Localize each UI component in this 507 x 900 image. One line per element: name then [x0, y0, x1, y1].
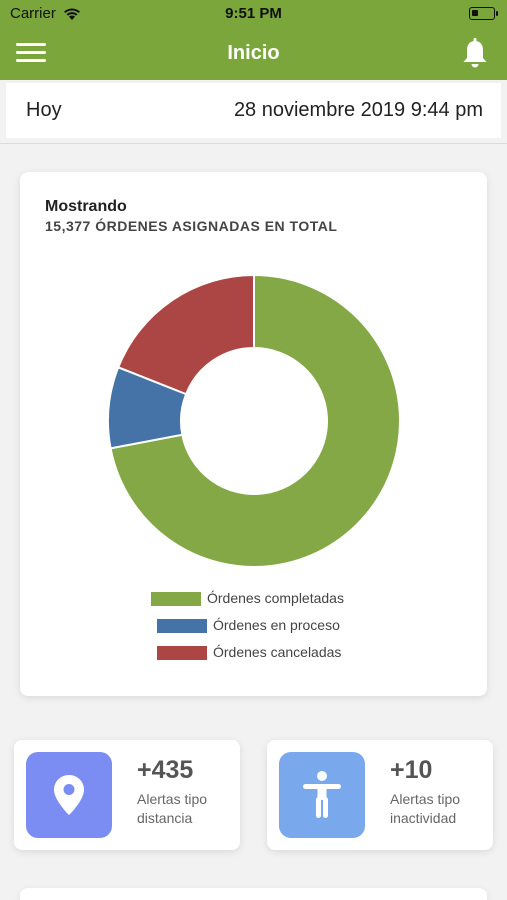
donut-slice-cancelled	[116, 273, 255, 396]
legend-item: Órdenes canceladas	[20, 644, 487, 671]
alert-count: +10	[390, 756, 433, 784]
app-header: Carrier 9:51 PM Inicio	[0, 0, 507, 80]
legend-item: Órdenes en proceso	[20, 617, 487, 644]
chart-subtitle: 15,377 ÓRDENES ASIGNADAS EN TOTAL	[45, 218, 338, 234]
donut-slice-completed	[109, 273, 401, 568]
nav-bar: Inicio	[0, 28, 507, 80]
legend-item: Órdenes completadas	[20, 590, 487, 617]
chart-title: Mostrando	[45, 198, 127, 215]
chart-legend: Órdenes completadas Órdenes en proceso Órd…	[20, 590, 487, 671]
alert-count: +435	[137, 756, 194, 784]
battery-icon	[469, 7, 498, 20]
distance-alerts-card[interactable]: +435 Alertas tipo distancia	[14, 740, 240, 850]
orders-donut-chart	[107, 273, 401, 568]
inactivity-alerts-card[interactable]: +10 Alertas tipo inactividad	[267, 740, 493, 850]
legend-label: Órdenes en proceso	[213, 617, 340, 633]
location-pin-icon	[54, 775, 84, 815]
person-icon	[303, 771, 341, 818]
partial-card	[20, 888, 487, 900]
page-title: Inicio	[227, 42, 280, 64]
alert-label: Alertas tipo distancia	[137, 791, 208, 826]
legend-label: Órdenes completadas	[207, 590, 344, 606]
status-bar: Carrier 9:51 PM	[0, 0, 507, 28]
status-time: 9:51 PM	[225, 5, 282, 22]
legend-swatch	[151, 592, 201, 606]
alert-icon-box	[279, 752, 365, 838]
legend-label: Órdenes canceladas	[213, 644, 342, 660]
hamburger-menu-icon[interactable]	[16, 43, 46, 63]
today-label: Hoy	[26, 99, 62, 121]
carrier-label: Carrier	[10, 5, 56, 22]
bell-icon[interactable]	[461, 37, 489, 69]
wifi-icon	[63, 8, 80, 20]
alert-icon-box	[26, 752, 112, 838]
divider	[0, 143, 507, 144]
legend-swatch	[157, 619, 207, 633]
carrier-info: Carrier	[10, 5, 82, 22]
orders-chart-card: Mostrando 15,377 ÓRDENES ASIGNADAS EN TO…	[20, 172, 487, 696]
alert-label: Alertas tipo inactividad	[390, 791, 461, 826]
current-datetime: 28 noviembre 2019 9:44 pm	[233, 99, 483, 121]
legend-swatch	[157, 646, 207, 660]
date-row: Hoy 28 noviembre 2019 9:44 pm	[6, 83, 501, 138]
